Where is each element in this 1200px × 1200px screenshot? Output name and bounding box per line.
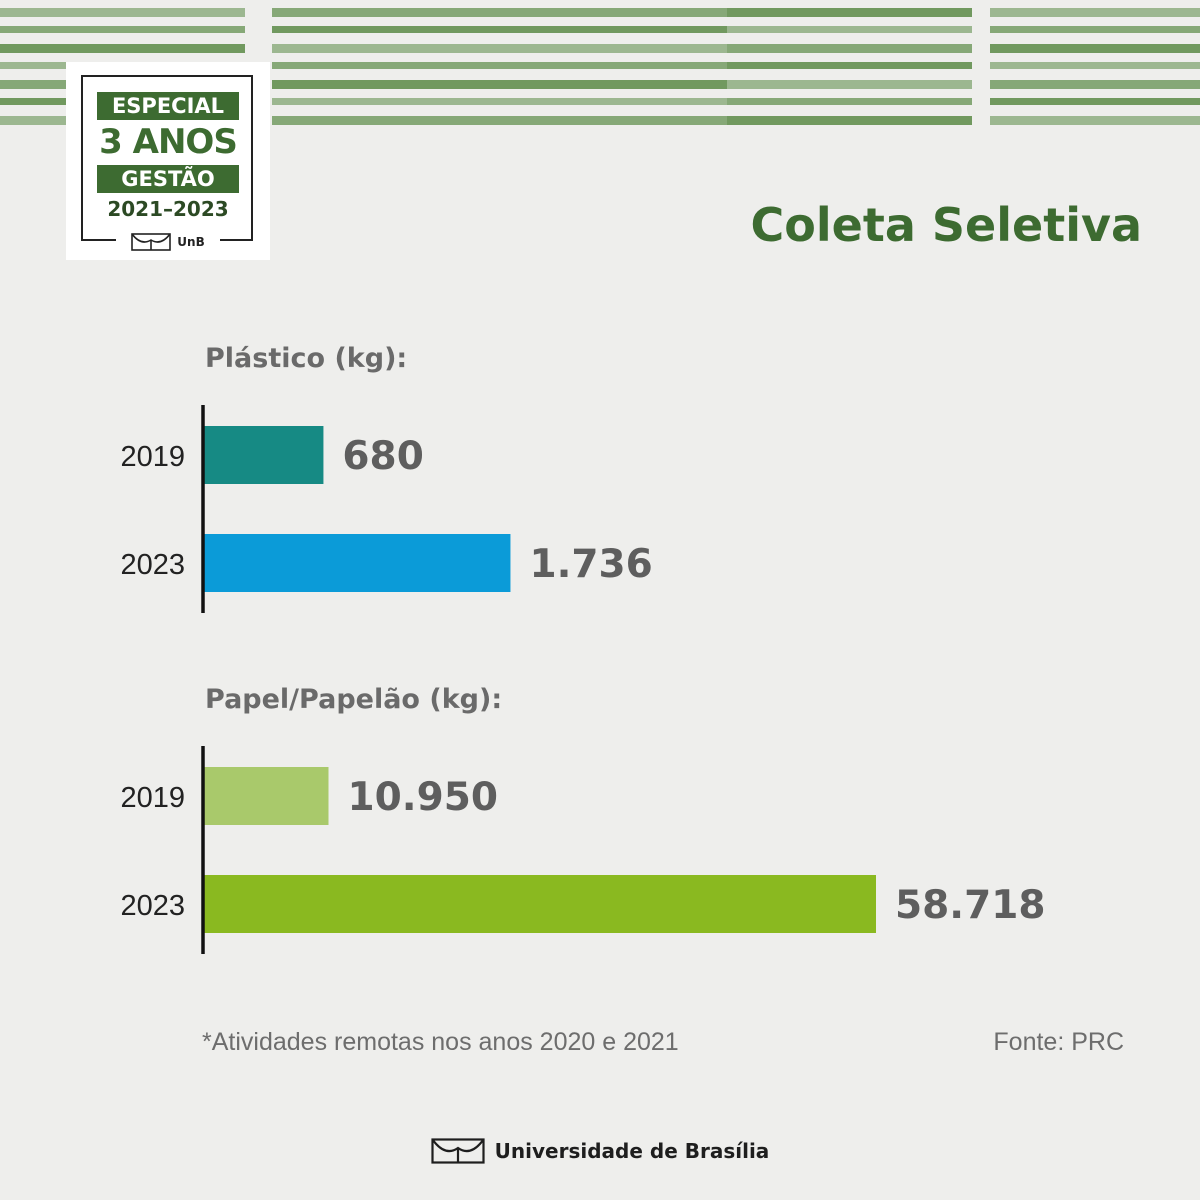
chart-title: Plástico (kg): <box>205 343 407 374</box>
header-stripe <box>727 116 972 125</box>
header-stripe <box>272 116 727 125</box>
chart-title: Papel/Papelão (kg): <box>205 684 502 715</box>
value-label: 58.718 <box>895 883 1046 928</box>
header-stripe <box>272 62 727 69</box>
header-stripe <box>272 98 727 105</box>
header-stripe <box>0 8 245 17</box>
header-stripe <box>272 44 727 53</box>
unb-logo-icon <box>431 1138 485 1164</box>
source-label: Fonte: PRC <box>993 1028 1124 1056</box>
header-stripe <box>727 80 972 89</box>
bar <box>203 426 324 484</box>
header-stripe <box>272 8 727 17</box>
badge-gestao: GESTÃO <box>97 165 239 193</box>
header-stripe <box>990 44 1200 53</box>
category-label: 2019 <box>120 441 185 473</box>
bar <box>203 767 329 825</box>
anniversary-badge: ESPECIAL 3 ANOS GESTÃO 2021–2023 UnB <box>66 62 270 260</box>
header-stripe <box>272 26 727 33</box>
value-label: 680 <box>342 434 423 479</box>
unb-logo-icon <box>131 233 172 251</box>
badge-logo-label: UnB <box>177 235 205 249</box>
page-title: Coleta Seletiva <box>750 198 1142 252</box>
header-stripe <box>727 98 972 105</box>
header-stripe <box>990 8 1200 17</box>
header-stripe <box>727 8 972 17</box>
badge-3-anos: 3 ANOS <box>99 122 238 162</box>
badge-especial: ESPECIAL <box>97 92 239 120</box>
footnote: *Atividades remotas nos anos 2020 e 2021 <box>202 1028 679 1056</box>
header-stripe <box>990 26 1200 33</box>
header-stripe <box>727 26 972 33</box>
header-stripe <box>990 62 1200 69</box>
category-label: 2023 <box>120 549 185 581</box>
bar <box>203 875 876 933</box>
badge-years: 2021–2023 <box>107 197 229 221</box>
category-label: 2019 <box>120 782 185 814</box>
header-stripe <box>0 44 245 53</box>
bar <box>203 534 511 592</box>
value-label: 10.950 <box>348 775 499 820</box>
header-stripe <box>990 80 1200 89</box>
header-stripe <box>0 26 245 33</box>
footer-university-name: Universidade de Brasília <box>494 1139 770 1163</box>
header-stripe <box>272 80 727 89</box>
category-label: 2023 <box>120 890 185 922</box>
header-stripe <box>727 44 972 53</box>
footer: Universidade de Brasília <box>0 1138 1200 1164</box>
header-stripe <box>727 62 972 69</box>
header-stripe <box>990 98 1200 105</box>
value-label: 1.736 <box>529 542 652 587</box>
header-stripe <box>990 116 1200 125</box>
badge-logo: UnB <box>116 232 220 252</box>
